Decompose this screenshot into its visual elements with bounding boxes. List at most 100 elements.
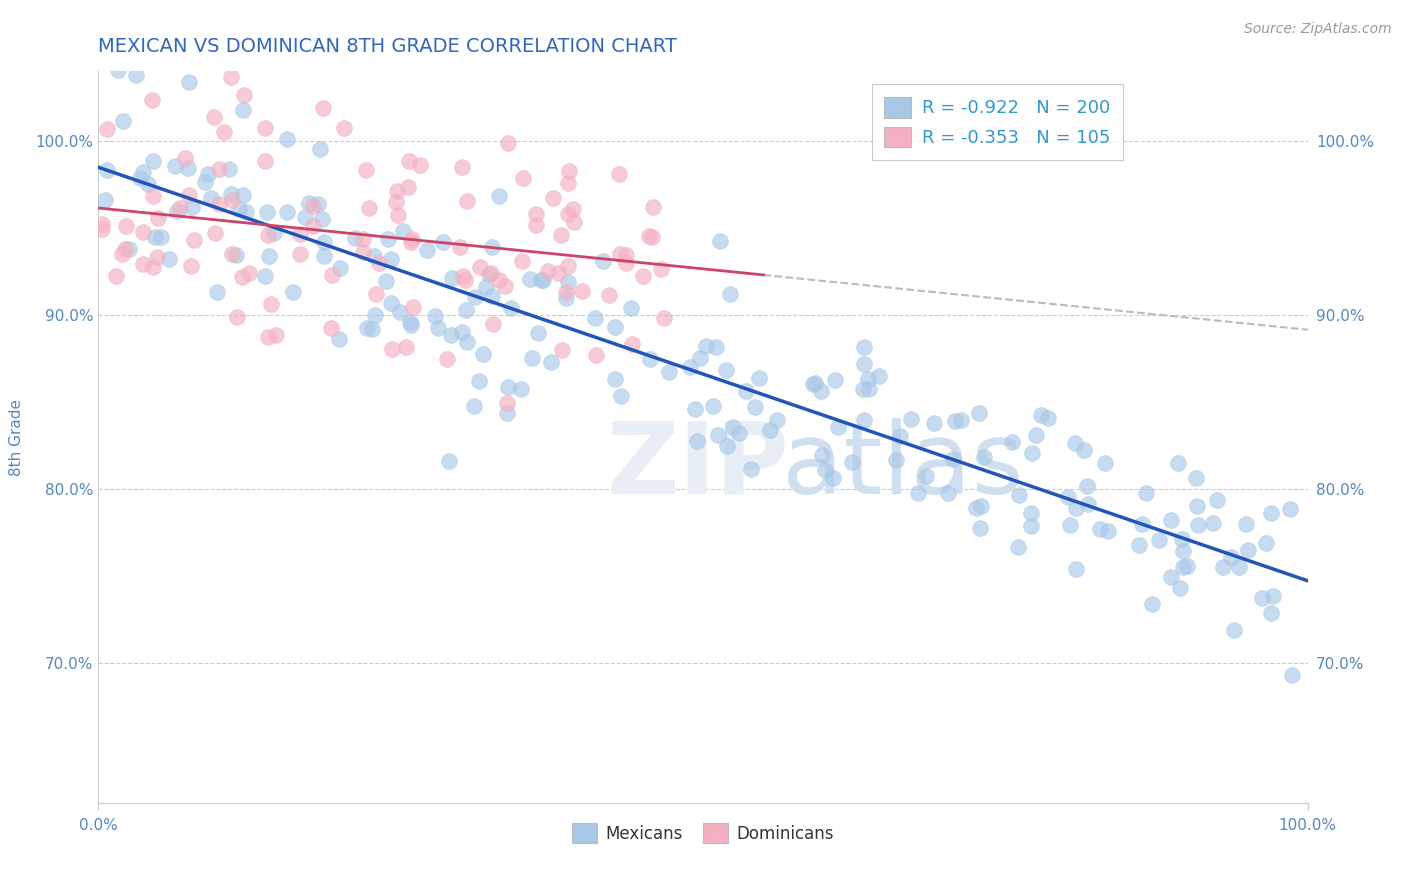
Point — [440, 271, 463, 285]
Point — [714, 363, 737, 377]
Point — [437, 454, 460, 468]
Point — [202, 110, 225, 124]
Point — [1237, 542, 1260, 557]
Point — [344, 231, 367, 245]
Point — [1260, 606, 1282, 620]
Point — [1185, 499, 1208, 513]
Point — [598, 288, 620, 302]
Point — [354, 163, 377, 178]
Point — [1160, 570, 1182, 584]
Point — [208, 197, 231, 211]
Point — [1090, 522, 1112, 536]
Point — [463, 399, 485, 413]
Point — [1019, 506, 1042, 520]
Point — [456, 334, 478, 349]
Point — [253, 268, 276, 283]
Point — [631, 268, 654, 283]
Point — [536, 263, 558, 277]
Point — [969, 521, 991, 535]
Point — [965, 500, 987, 515]
Point — [1130, 516, 1153, 531]
Point — [288, 227, 311, 241]
Text: Source: ZipAtlas.com: Source: ZipAtlas.com — [1244, 22, 1392, 37]
Point — [969, 499, 991, 513]
Point — [219, 70, 242, 85]
Point — [1073, 442, 1095, 457]
Point — [276, 132, 298, 146]
Point — [149, 230, 172, 244]
Point — [328, 332, 350, 346]
Point — [1063, 435, 1085, 450]
Point — [679, 359, 702, 374]
Point — [454, 273, 477, 287]
Point — [321, 321, 343, 335]
Point — [118, 242, 141, 256]
Point — [225, 310, 247, 325]
Point — [824, 373, 846, 387]
Point — [425, 309, 447, 323]
Point — [686, 434, 709, 448]
Point — [409, 157, 432, 171]
Point — [524, 218, 547, 232]
Point — [1260, 506, 1282, 520]
Point — [479, 266, 502, 280]
Point — [547, 266, 569, 280]
Point — [735, 384, 758, 398]
Point — [205, 285, 228, 299]
Point — [157, 252, 180, 266]
Point — [1128, 538, 1150, 552]
Point — [609, 389, 631, 403]
Point — [165, 159, 187, 173]
Point — [488, 273, 510, 287]
Point — [499, 301, 522, 316]
Point — [180, 201, 202, 215]
Point — [177, 75, 200, 89]
Point — [312, 101, 335, 115]
Point — [889, 429, 911, 443]
Point — [329, 261, 352, 276]
Point — [221, 186, 243, 201]
Point — [811, 448, 834, 462]
Point — [451, 268, 474, 283]
Text: MEXICAN VS DOMINICAN 8TH GRADE CORRELATION CHART: MEXICAN VS DOMINICAN 8TH GRADE CORRELATI… — [98, 37, 678, 56]
Point — [385, 184, 408, 198]
Point — [256, 205, 278, 219]
Point — [1175, 559, 1198, 574]
Point — [302, 219, 325, 234]
Point — [233, 87, 256, 102]
Point — [853, 357, 876, 371]
Point — [385, 194, 408, 209]
Point — [1234, 516, 1257, 531]
Point — [481, 317, 503, 331]
Point — [527, 326, 550, 340]
Point — [359, 202, 381, 216]
Point — [858, 382, 880, 396]
Point — [111, 246, 134, 260]
Point — [852, 413, 875, 427]
Point — [451, 325, 474, 339]
Point — [907, 486, 929, 500]
Point — [148, 211, 170, 225]
Point — [685, 402, 707, 417]
Point — [432, 235, 454, 250]
Point — [638, 351, 661, 366]
Point — [1036, 411, 1059, 425]
Point — [557, 207, 579, 221]
Point — [540, 355, 562, 369]
Point — [112, 113, 135, 128]
Point — [325, 45, 347, 59]
Point — [125, 68, 148, 82]
Point — [1057, 490, 1080, 504]
Point — [107, 63, 129, 78]
Point — [530, 272, 553, 286]
Point — [938, 486, 960, 500]
Point — [232, 188, 254, 202]
Point — [557, 275, 579, 289]
Point — [727, 425, 749, 440]
Point — [141, 189, 163, 203]
Point — [132, 165, 155, 179]
Point — [1031, 408, 1053, 422]
Point — [364, 287, 387, 301]
Point — [380, 252, 402, 266]
Point — [381, 342, 404, 356]
